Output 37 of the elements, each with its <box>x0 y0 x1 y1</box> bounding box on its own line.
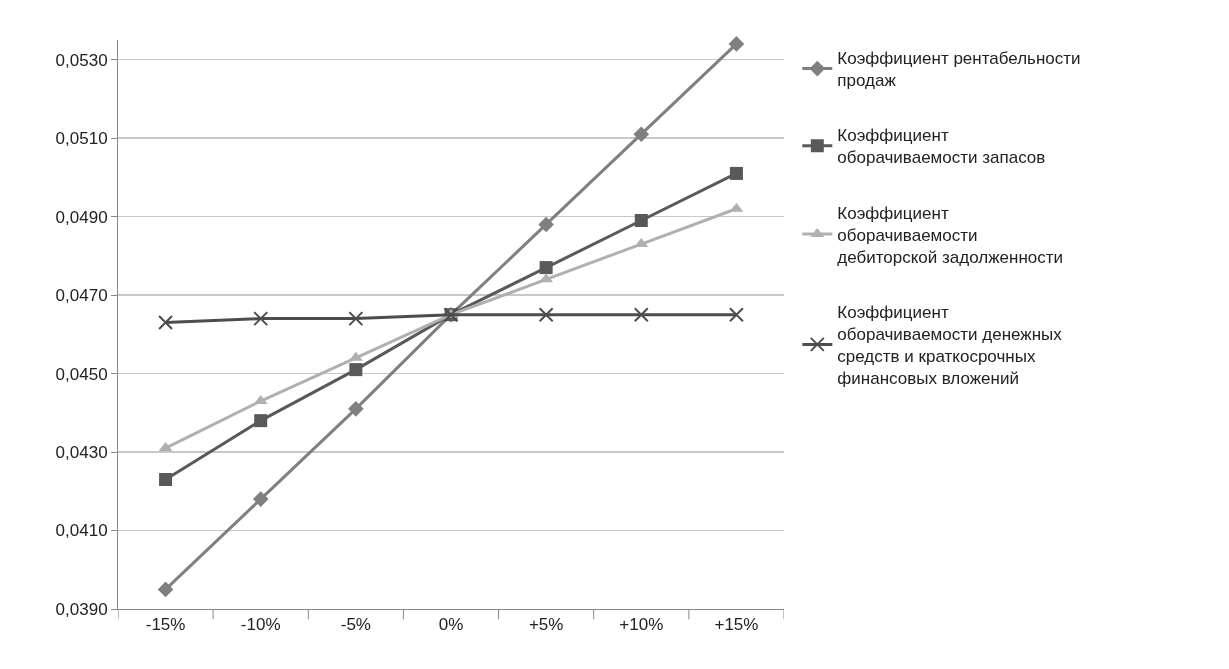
point <box>539 261 553 275</box>
point <box>728 307 744 323</box>
x-tick-label: +10% <box>619 615 664 635</box>
x-tick-label: +15% <box>714 615 759 635</box>
point <box>254 414 268 428</box>
x-tick-label: -15% <box>145 615 186 635</box>
point <box>157 581 174 598</box>
point <box>253 311 269 327</box>
point <box>538 216 554 233</box>
y-tick-label: 0,0530 <box>55 50 108 70</box>
legend-label: Коэффициент рентабельности продаж <box>837 49 1081 91</box>
legend-label: Коэффициент оборачиваемости запасов <box>837 126 1046 168</box>
y-tick-label: 0,0430 <box>55 442 108 462</box>
point <box>538 307 554 323</box>
x-tick-label: -5% <box>340 615 371 635</box>
y-tick-label: 0,0450 <box>55 364 108 384</box>
x-tick-label: -10% <box>240 615 281 635</box>
point <box>158 315 174 331</box>
y-tick-label: 0,0390 <box>55 599 108 619</box>
legend-label: Коэффициент оборачиваемости денежных средств и краткосрочных финансовых вложений <box>837 302 1063 389</box>
point <box>252 491 269 507</box>
point <box>633 126 650 142</box>
y-tick-label: 0,0410 <box>55 521 108 541</box>
legend-label: Коэффициент оборачиваемости дебиторской задолженности <box>837 203 1064 267</box>
point <box>349 363 363 377</box>
point <box>729 166 743 180</box>
x-tick-label: +5% <box>528 615 564 635</box>
point <box>159 473 173 486</box>
x-tick-label: 0% <box>438 615 464 635</box>
point <box>348 401 364 417</box>
y-tick-label: 0,0490 <box>55 207 108 227</box>
y-tick-label: 0,0470 <box>55 286 108 306</box>
y-tick-label: 0,0510 <box>55 129 108 149</box>
point <box>633 307 649 323</box>
point <box>348 311 364 327</box>
point <box>634 214 648 228</box>
point <box>728 36 745 52</box>
